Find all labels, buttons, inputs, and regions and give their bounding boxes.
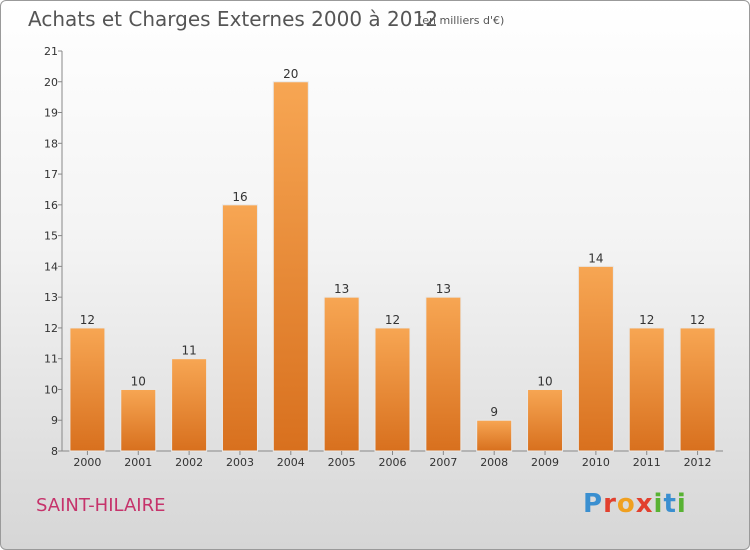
chart-title: Achats et Charges Externes 2000 à 2012 <box>28 7 438 31</box>
bar-2004 <box>272 81 309 452</box>
bar-2006 <box>374 327 411 452</box>
x-tick-label-2012: 2012 <box>684 456 712 469</box>
bar-2002 <box>171 358 208 452</box>
logo-letter: x <box>635 489 654 519</box>
x-tick-label-2003: 2003 <box>226 456 254 469</box>
data-label-2012: 12 <box>690 313 705 327</box>
logo-letter: t <box>663 489 677 519</box>
chart-unit: (en milliers d'€) <box>418 14 505 27</box>
x-tick-label-2009: 2009 <box>531 456 559 469</box>
x-tick-label-2006: 2006 <box>379 456 407 469</box>
y-tick-label: 9 <box>51 414 58 427</box>
x-tick-label-2002: 2002 <box>175 456 203 469</box>
data-label-2006: 12 <box>385 313 400 327</box>
plot-area: 8 9 10 11 12 13 14 15 16 17 18 19 20 21 12 2000 10 2001 11… <box>44 45 723 469</box>
x-tick-label-2001: 2001 <box>124 456 152 469</box>
logo-letter: r <box>603 489 617 519</box>
y-tick-label: 17 <box>44 168 58 181</box>
bar-2003 <box>221 204 258 452</box>
data-label-2000: 12 <box>80 313 95 327</box>
y-tick-label: 13 <box>44 291 58 304</box>
logo-letter: o <box>616 489 636 519</box>
bar-2005 <box>323 296 360 452</box>
data-label-2003: 16 <box>232 190 247 204</box>
logo-letter: i <box>676 489 687 519</box>
data-label-2010: 14 <box>588 251 603 265</box>
x-tick-label-2005: 2005 <box>328 456 356 469</box>
data-label-2009: 10 <box>537 374 552 388</box>
y-tick-label: 18 <box>44 137 58 150</box>
x-tick-label-2000: 2000 <box>73 456 101 469</box>
y-tick-label: 12 <box>44 322 58 335</box>
data-label-2004: 20 <box>283 67 298 81</box>
data-label-2008: 9 <box>490 405 498 419</box>
data-label-2001: 10 <box>131 374 146 388</box>
data-label-2007: 13 <box>436 282 451 296</box>
y-tick-label: 16 <box>44 199 58 212</box>
proxiti-logo[interactable]: Proxiti <box>583 489 687 519</box>
logo-letter: i <box>653 489 664 519</box>
bar-2011 <box>628 327 665 452</box>
y-tick-label: 10 <box>44 383 58 396</box>
bar-2007 <box>425 296 462 452</box>
y-tick-label: 8 <box>51 445 58 458</box>
bar-2008 <box>476 419 513 452</box>
data-label-2011: 12 <box>639 313 654 327</box>
place-name: SAINT-HILAIRE <box>36 495 166 516</box>
bar-2009 <box>527 388 564 452</box>
x-tick-label-2004: 2004 <box>277 456 305 469</box>
bar-2012 <box>679 327 716 452</box>
y-tick-label: 21 <box>44 45 58 58</box>
x-tick-label-2011: 2011 <box>633 456 661 469</box>
bar-2010 <box>577 265 614 452</box>
x-tick-label-2010: 2010 <box>582 456 610 469</box>
x-tick-label-2008: 2008 <box>480 456 508 469</box>
logo-letter: P <box>583 489 604 519</box>
bar-2000 <box>69 327 106 452</box>
y-tick-label: 20 <box>44 76 58 89</box>
y-tick-label: 19 <box>44 107 58 120</box>
y-tick-label: 14 <box>44 260 58 273</box>
y-tick-label: 15 <box>44 230 58 243</box>
data-label-2002: 11 <box>181 344 196 358</box>
y-tick-label: 11 <box>44 353 58 366</box>
bar-2001 <box>120 388 157 452</box>
x-tick-label-2007: 2007 <box>429 456 457 469</box>
data-label-2005: 13 <box>334 282 349 296</box>
